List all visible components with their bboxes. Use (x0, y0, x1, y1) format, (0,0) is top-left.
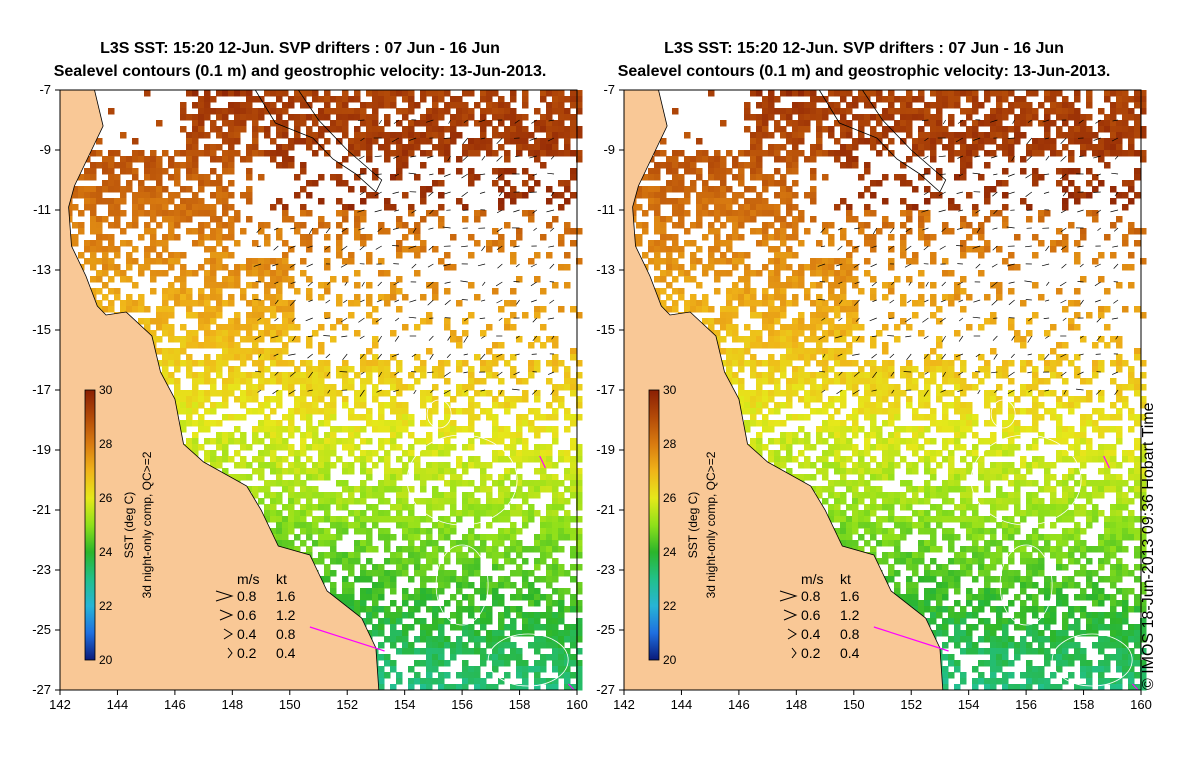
y-tick-label: -23 (32, 562, 51, 577)
legend-kt-value: 0.8 (276, 626, 296, 642)
colorbar-tick-label: 30 (663, 383, 677, 397)
y-tick-label: -25 (32, 622, 51, 637)
map-panel-right: L3S SST: 15:20 12-Jun. SVP drifters : 07… (564, 0, 1164, 780)
y-tick-label: -25 (596, 622, 615, 637)
legend-arrow (787, 628, 797, 640)
y-tick-label: -19 (596, 442, 615, 457)
colorbar-tick-label: 24 (99, 545, 113, 559)
legend-ms-value: 0.2 (801, 645, 821, 661)
legend-ms-value: 0.4 (237, 626, 257, 642)
imos-credit: © IMOS 18-Jun-2013 09:36 Hobart Time (1140, 402, 1157, 690)
y-tick-label: -11 (597, 202, 615, 217)
legend-kt-value: 1.2 (276, 607, 296, 623)
panel-title-line2: Sealevel contours (0.1 m) and geostrophi… (617, 63, 1111, 80)
legend-kt-value: 0.4 (840, 645, 860, 661)
legend-arrow (779, 590, 798, 602)
x-tick-label: 142 (613, 697, 635, 712)
y-tick-label: -13 (596, 262, 615, 277)
x-tick-label: 142 (49, 697, 71, 712)
colorbar-tick-label: 20 (99, 653, 113, 667)
speed-legend: m/s kt 0.8 1.6 0.6 1.2 0.4 0.8 0.2 0.4 (215, 571, 296, 661)
x-tick-label: 150 (279, 697, 301, 712)
y-tick-label: -27 (32, 682, 51, 697)
y-tick-label: -15 (32, 322, 51, 337)
colorbar-tick-label: 26 (663, 491, 677, 505)
legend-ms-value: 0.8 (237, 588, 257, 604)
colorbar-tick-label: 28 (663, 437, 677, 451)
legend-kt-value: 0.4 (276, 645, 296, 661)
sst-map-right: 142 144 146 148 150 152 154 156 158 160 -7 -9 -11 -13… (596, 82, 1152, 712)
x-tick-label: 154 (394, 697, 416, 712)
legend-kt-value: 1.6 (276, 588, 296, 604)
x-tick-label: 144 (107, 697, 129, 712)
x-tick-label: 160 (566, 697, 588, 712)
x-tick-label: 148 (785, 697, 807, 712)
colorbar-label: SST (deg C) (122, 492, 136, 558)
y-tick-label: -21 (32, 502, 51, 517)
x-tick-label: 144 (671, 697, 693, 712)
legend-ms-value: 0.6 (237, 607, 257, 623)
x-tick-label: 146 (728, 697, 750, 712)
legend-arrow (219, 609, 234, 621)
x-tick-label: 156 (451, 697, 473, 712)
y-tick-label: -9 (603, 142, 615, 157)
legend-arrow (227, 647, 233, 659)
legend-ms-value: 0.6 (801, 607, 821, 623)
legend-header-ms: m/s (237, 571, 260, 587)
colorbar-tick-label: 30 (99, 383, 113, 397)
legend-header-kt: kt (840, 571, 851, 587)
y-tick-label: -17 (32, 382, 51, 397)
panel-title-line1: L3S SST: 15:20 12-Jun. SVP drifters : 07… (100, 40, 500, 57)
colorbar (84, 389, 96, 661)
colorbar-tick-label: 28 (99, 437, 113, 451)
legend-header-ms: m/s (801, 571, 824, 587)
x-tick-label: 156 (1015, 697, 1037, 712)
y-tick-label: -7 (39, 82, 51, 97)
colorbar-tick-label: 24 (663, 545, 677, 559)
colorbar-tick-label: 22 (99, 599, 113, 613)
panel-title-line1: L3S SST: 15:20 12-Jun. SVP drifters : 07… (664, 40, 1064, 57)
x-tick-label: 152 (336, 697, 358, 712)
colorbar-tick-label: 26 (99, 491, 113, 505)
legend-arrow (783, 609, 798, 621)
legend-kt-value: 0.8 (840, 626, 860, 642)
x-tick-label: 158 (509, 697, 531, 712)
colorbar (648, 389, 660, 661)
legend-kt-value: 1.6 (840, 588, 860, 604)
y-tick-label: -19 (32, 442, 51, 457)
colorbar-sublabel: 3d night-only comp, QC>=2 (140, 451, 154, 598)
y-tick-label: -15 (596, 322, 615, 337)
legend-arrow (215, 590, 234, 602)
y-tick-label: -13 (32, 262, 51, 277)
x-tick-label: 146 (164, 697, 186, 712)
y-tick-label: -11 (33, 202, 51, 217)
legend-arrow (791, 647, 797, 659)
x-tick-label: 158 (1073, 697, 1095, 712)
x-tick-label: 160 (1130, 697, 1152, 712)
panel-title-line2: Sealevel contours (0.1 m) and geostrophi… (53, 63, 547, 80)
sst-map-left: 142 144 146 148 150 152 154 156 158 160 -7 -9 -11 -13… (32, 82, 588, 712)
legend-header-kt: kt (276, 571, 287, 587)
legend-arrow (223, 628, 233, 640)
colorbar-tick-label: 20 (663, 653, 677, 667)
y-tick-label: -21 (596, 502, 615, 517)
speed-legend: m/s kt 0.8 1.6 0.6 1.2 0.4 0.8 0.2 0.4 (779, 571, 860, 661)
y-tick-label: -27 (596, 682, 615, 697)
colorbar-sublabel: 3d night-only comp, QC>=2 (704, 451, 718, 598)
x-tick-label: 152 (900, 697, 922, 712)
y-tick-label: -7 (603, 82, 615, 97)
legend-ms-value: 0.2 (237, 645, 257, 661)
colorbar-tick-label: 22 (663, 599, 677, 613)
colorbar-label: SST (deg C) (686, 492, 700, 558)
legend-ms-value: 0.8 (801, 588, 821, 604)
y-tick-label: -23 (596, 562, 615, 577)
x-tick-label: 150 (843, 697, 865, 712)
map-panel-left: L3S SST: 15:20 12-Jun. SVP drifters : 07… (32, 40, 588, 712)
y-tick-label: -9 (39, 142, 51, 157)
x-tick-label: 148 (221, 697, 243, 712)
y-tick-label: -17 (596, 382, 615, 397)
x-tick-label: 154 (958, 697, 980, 712)
legend-ms-value: 0.4 (801, 626, 821, 642)
legend-kt-value: 1.2 (840, 607, 860, 623)
